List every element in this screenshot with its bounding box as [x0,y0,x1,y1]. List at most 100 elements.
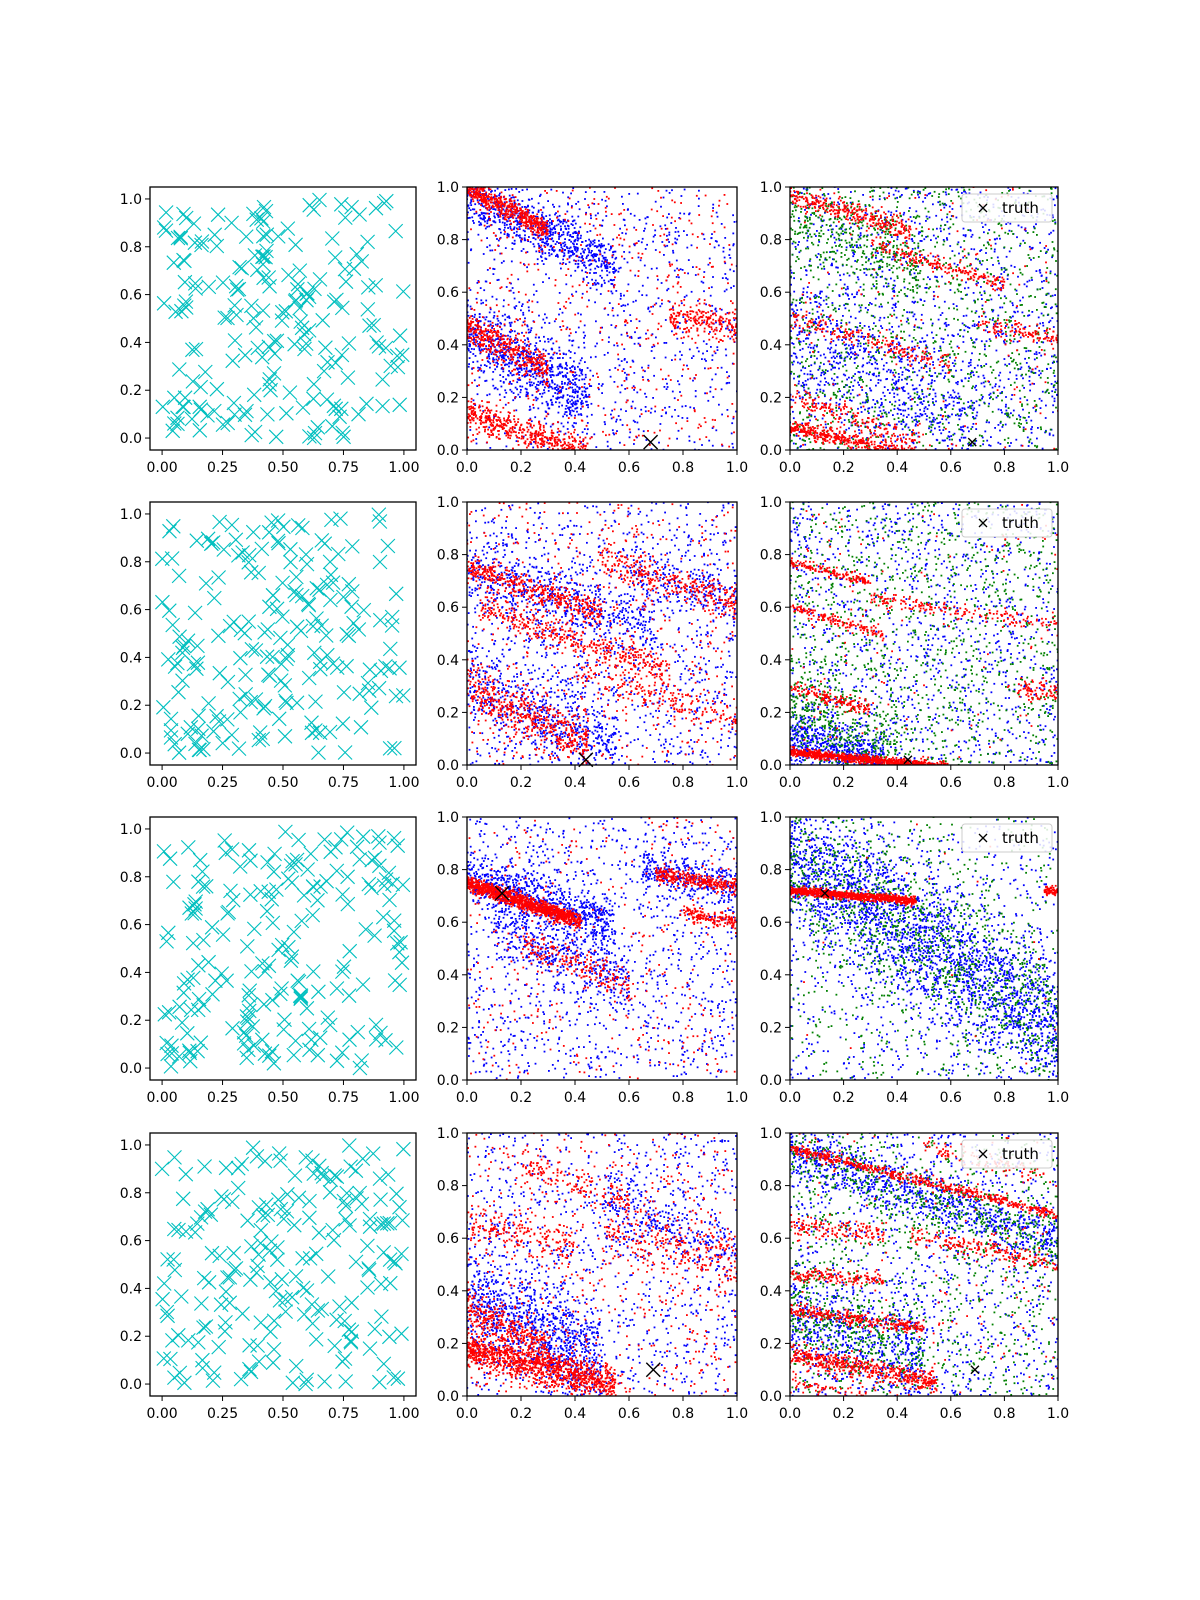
sample-dot [670,222,673,224]
sample-dot [546,365,549,368]
sample-dot [1049,367,1052,369]
sample-dot [565,363,567,365]
sample-dot [537,435,539,437]
sample-dot [694,377,696,380]
sample-dot [548,214,551,217]
sample-dot [492,273,495,275]
sample-dot [1031,279,1033,281]
sample-dot [818,240,821,243]
sample-dot [530,225,532,227]
sample-dot [712,318,715,321]
sample-dot [792,399,795,402]
sample-dot [668,231,671,234]
sample-dot [475,341,478,344]
sample-dot [486,334,488,336]
sample-dot [711,427,714,429]
sample-dot [510,200,513,202]
sample-dot [703,417,706,419]
sample-dot [574,222,577,225]
sample-dot [1054,221,1057,224]
sample-dot [588,206,590,209]
sample-dot [582,277,585,280]
sample-dot [591,202,594,205]
sample-dot [555,255,557,257]
sample-dot [542,238,544,241]
sample-dot [674,220,676,223]
sample-dot [508,351,511,354]
sample-dot [605,215,608,217]
sample-dot [710,328,713,331]
sample-dot [640,408,643,411]
sample-dot [517,393,520,396]
sample-dot [579,237,582,239]
sample-dot [516,367,519,370]
sample-dot [611,279,614,282]
sample-dot [510,213,512,216]
sample-dot [705,323,708,326]
sample-dot [480,423,482,425]
sample-dot [488,410,491,412]
sample-dot [1019,336,1022,339]
sample-dot [609,447,612,450]
sample-dot [489,207,492,210]
sample-dot [479,368,482,370]
sample-x-marker [371,339,387,354]
sample-dot [547,380,550,383]
sample-dot [520,364,522,367]
sample-dot [489,201,492,203]
sample-dot [642,369,645,372]
sample-dot [518,377,521,379]
sample-dot [502,376,505,378]
sample-dot [713,230,716,233]
sample-dot [498,228,501,230]
sample-dot [572,187,575,189]
sample-dot [477,369,479,372]
sample-dot [566,372,569,374]
sample-dot [537,357,539,360]
sample-dot [544,235,547,238]
sample-dot [542,348,545,351]
sample-dot [485,202,487,204]
sample-dot [641,294,644,296]
sample-dot [503,419,506,422]
sample-dot [502,338,504,340]
sample-dot [505,354,507,357]
sample-dot [712,209,714,212]
sample-dot [484,426,486,428]
sample-dot [566,326,569,329]
sample-dot [488,206,490,208]
sample-x-marker [165,423,181,439]
sample-x-marker [318,340,333,356]
sample-dot [562,222,564,225]
sample-dot [532,225,534,227]
sample-dot [666,289,668,292]
sample-dot [721,443,723,446]
sample-dot [508,223,511,226]
sample-dot [719,323,722,325]
sample-dot [503,204,506,207]
sample-dot [909,216,912,218]
sample-dot [541,224,543,227]
sample-dot [493,268,496,270]
sample-dot [499,321,502,324]
sample-dot [502,354,505,357]
sample-dot [559,386,562,389]
sample-dot [724,313,727,316]
sample-dot [525,218,528,221]
sample-dot [562,395,565,398]
sample-dot [520,215,523,217]
sample-dot [483,205,485,208]
sample-dot [576,406,579,409]
sample-x-marker [292,300,308,316]
sample-dot [674,326,677,329]
sample-x-marker [188,281,203,296]
sample-dot [711,336,714,339]
sample-dot [486,208,489,211]
sample-dot [713,350,716,353]
sample-dot [563,413,566,416]
sample-dot [568,247,571,250]
sample-dot [496,361,498,364]
sample-dot [527,361,529,364]
sample-dot [558,365,561,368]
sample-dot [707,263,710,266]
